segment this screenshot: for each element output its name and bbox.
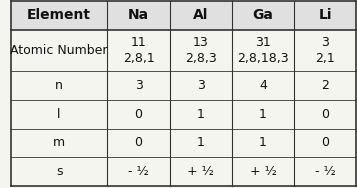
Text: 3: 3 (197, 79, 205, 92)
Bar (107, 30, 170, 71)
Bar (11, 1, 107, 30)
Text: Element: Element (27, 8, 91, 22)
Bar (107, 71, 170, 100)
Text: 3: 3 (135, 79, 142, 92)
Text: 1: 1 (197, 108, 205, 121)
Text: 1: 1 (259, 108, 267, 121)
Text: Atomic Number: Atomic Number (10, 44, 108, 57)
Bar (232, 157, 294, 186)
Text: 1: 1 (259, 136, 267, 149)
Bar (11, 30, 107, 71)
Bar (170, 129, 232, 157)
Bar (294, 157, 356, 186)
Text: - ½: - ½ (128, 165, 149, 178)
Bar (170, 100, 232, 129)
Bar (232, 100, 294, 129)
Bar (294, 71, 356, 100)
Text: + ½: + ½ (187, 165, 214, 178)
Text: 31
2,8,18,3: 31 2,8,18,3 (237, 36, 289, 65)
Bar (294, 100, 356, 129)
Bar (294, 129, 356, 157)
Text: Na: Na (128, 8, 149, 22)
Text: 4: 4 (259, 79, 267, 92)
Bar (11, 71, 107, 100)
Bar (11, 129, 107, 157)
Text: Al: Al (193, 8, 208, 22)
Bar (232, 30, 294, 71)
Text: - ½: - ½ (315, 165, 336, 178)
Bar (170, 1, 232, 30)
Bar (107, 100, 170, 129)
Bar (170, 157, 232, 186)
Bar (170, 71, 232, 100)
Bar (11, 100, 107, 129)
Bar (232, 1, 294, 30)
Text: 13
2,8,3: 13 2,8,3 (185, 36, 217, 65)
Bar (107, 157, 170, 186)
Text: 0: 0 (321, 108, 329, 121)
Bar (294, 1, 356, 30)
Text: m: m (53, 136, 65, 149)
Bar (107, 1, 170, 30)
Text: n: n (55, 79, 63, 92)
Text: 11
2,8,1: 11 2,8,1 (123, 36, 155, 65)
Text: l: l (57, 108, 61, 121)
Text: 0: 0 (135, 136, 142, 149)
Text: 0: 0 (321, 136, 329, 149)
Text: 2: 2 (321, 79, 329, 92)
Bar (11, 157, 107, 186)
Text: Ga: Ga (252, 8, 273, 22)
Text: s: s (56, 165, 62, 178)
Text: Li: Li (318, 8, 332, 22)
Bar (294, 30, 356, 71)
Text: 3
2,1: 3 2,1 (315, 36, 335, 65)
Bar (107, 129, 170, 157)
Text: + ½: + ½ (250, 165, 276, 178)
Bar (232, 71, 294, 100)
Text: 1: 1 (197, 136, 205, 149)
Bar (170, 30, 232, 71)
Text: 0: 0 (135, 108, 142, 121)
Bar (232, 129, 294, 157)
